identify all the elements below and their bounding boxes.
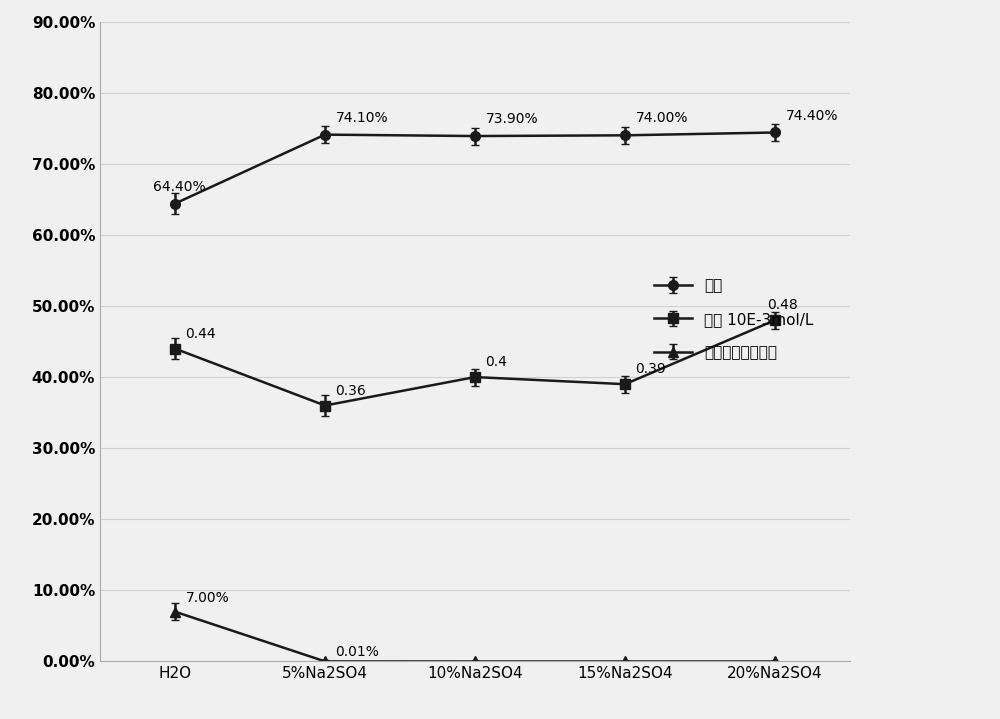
Text: 64.40%: 64.40%: [152, 180, 205, 193]
Text: 0.48: 0.48: [768, 298, 798, 312]
Text: 0.39: 0.39: [636, 362, 666, 376]
Text: 73.90%: 73.90%: [486, 112, 538, 126]
Text: 74.00%: 74.00%: [636, 111, 688, 125]
Legend: 收率, 酸度 10E-3mol/L, 中和液中糊醒含量: 收率, 酸度 10E-3mol/L, 中和液中糊醒含量: [648, 273, 820, 366]
Text: 0.44: 0.44: [186, 327, 216, 341]
Text: 0.36: 0.36: [336, 384, 366, 398]
Text: 0.4: 0.4: [486, 355, 507, 370]
Text: 7.00%: 7.00%: [186, 591, 229, 605]
Text: 0.01%: 0.01%: [336, 645, 379, 659]
Text: 74.10%: 74.10%: [336, 111, 388, 124]
Text: 74.40%: 74.40%: [786, 109, 838, 122]
